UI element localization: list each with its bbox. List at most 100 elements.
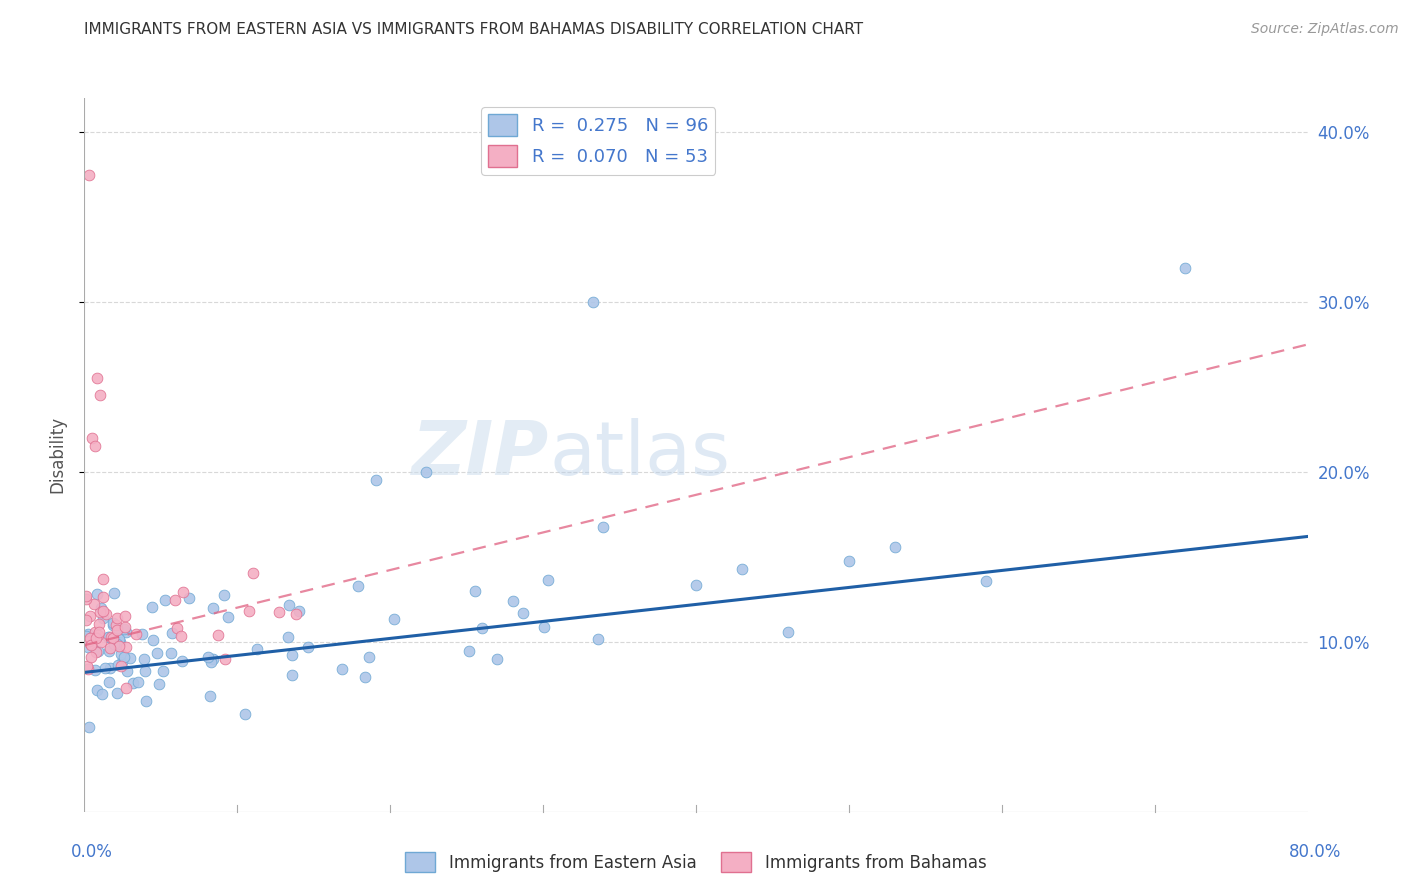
Point xyxy=(118,651,141,665)
Point xyxy=(104,618,127,632)
Point xyxy=(155,593,177,607)
Point xyxy=(114,624,136,639)
Point xyxy=(107,640,129,654)
Point xyxy=(114,640,136,654)
Point xyxy=(165,593,187,607)
Point xyxy=(80,638,103,652)
Point xyxy=(91,604,114,618)
Point xyxy=(776,624,799,639)
Point xyxy=(79,649,101,664)
Point xyxy=(77,662,100,676)
Point xyxy=(512,606,534,620)
Point xyxy=(98,674,121,689)
Point xyxy=(105,623,128,637)
Point xyxy=(101,615,124,630)
Point xyxy=(132,652,155,666)
Point xyxy=(114,681,136,695)
Point xyxy=(97,643,120,657)
Point xyxy=(201,600,224,615)
Point xyxy=(200,655,222,669)
Point xyxy=(110,647,132,661)
Point xyxy=(364,474,387,488)
Point xyxy=(93,661,115,675)
Point xyxy=(172,585,194,599)
Point xyxy=(166,621,188,635)
Point xyxy=(141,599,163,614)
Point xyxy=(89,625,111,640)
Point xyxy=(592,520,614,534)
Point xyxy=(134,664,156,678)
Point xyxy=(75,613,97,627)
Point xyxy=(101,631,124,645)
Point xyxy=(100,630,122,644)
Text: 80.0%: 80.0% xyxy=(1288,843,1341,861)
Point xyxy=(86,587,108,601)
Point xyxy=(114,609,136,624)
Point xyxy=(104,633,127,648)
Point xyxy=(80,634,103,648)
Point xyxy=(79,631,101,645)
Point xyxy=(458,644,481,658)
Point xyxy=(105,637,128,651)
Point xyxy=(76,659,98,673)
Point xyxy=(486,652,509,666)
Point xyxy=(537,574,560,588)
Point xyxy=(110,659,132,673)
Text: 0.0%: 0.0% xyxy=(70,843,112,861)
Point xyxy=(464,583,486,598)
Point xyxy=(281,648,304,662)
Text: atlas: atlas xyxy=(550,418,730,491)
Point xyxy=(86,628,108,642)
Point xyxy=(90,635,112,649)
Point xyxy=(883,540,905,554)
Point xyxy=(382,612,405,626)
Point xyxy=(77,168,100,182)
Point xyxy=(200,689,222,703)
Text: ZIP: ZIP xyxy=(412,418,550,491)
Point xyxy=(86,682,108,697)
Point xyxy=(502,594,524,608)
Point xyxy=(110,655,132,669)
Point xyxy=(359,649,381,664)
Legend: R =  0.275   N = 96, R =  0.070   N = 53: R = 0.275 N = 96, R = 0.070 N = 53 xyxy=(481,107,716,175)
Point xyxy=(122,676,145,690)
Point xyxy=(127,674,149,689)
Point xyxy=(101,618,124,632)
Point xyxy=(201,651,224,665)
Point xyxy=(114,619,136,633)
Point xyxy=(354,669,377,683)
Point xyxy=(89,605,111,619)
Point xyxy=(125,627,148,641)
Point xyxy=(277,598,299,612)
Point xyxy=(197,649,219,664)
Y-axis label: Disability: Disability xyxy=(48,417,66,493)
Point xyxy=(214,652,236,666)
Point xyxy=(207,628,229,642)
Point xyxy=(170,655,193,669)
Point xyxy=(145,646,167,660)
Point xyxy=(838,554,860,568)
Point xyxy=(159,646,181,660)
Point xyxy=(77,640,100,655)
Point xyxy=(75,589,97,603)
Point xyxy=(86,371,108,385)
Point xyxy=(84,645,107,659)
Point xyxy=(471,621,494,635)
Point xyxy=(246,642,269,657)
Point xyxy=(98,640,121,655)
Point xyxy=(75,591,97,606)
Point xyxy=(347,579,370,593)
Point xyxy=(98,630,121,644)
Point xyxy=(731,562,754,576)
Text: Source: ZipAtlas.com: Source: ZipAtlas.com xyxy=(1251,22,1399,37)
Point xyxy=(267,605,290,619)
Point xyxy=(170,629,193,643)
Point xyxy=(148,676,170,690)
Point xyxy=(87,617,110,632)
Point xyxy=(976,574,998,589)
Point xyxy=(75,629,97,643)
Point xyxy=(281,668,304,682)
Point xyxy=(217,610,239,624)
Point xyxy=(94,607,117,621)
Point xyxy=(288,604,311,618)
